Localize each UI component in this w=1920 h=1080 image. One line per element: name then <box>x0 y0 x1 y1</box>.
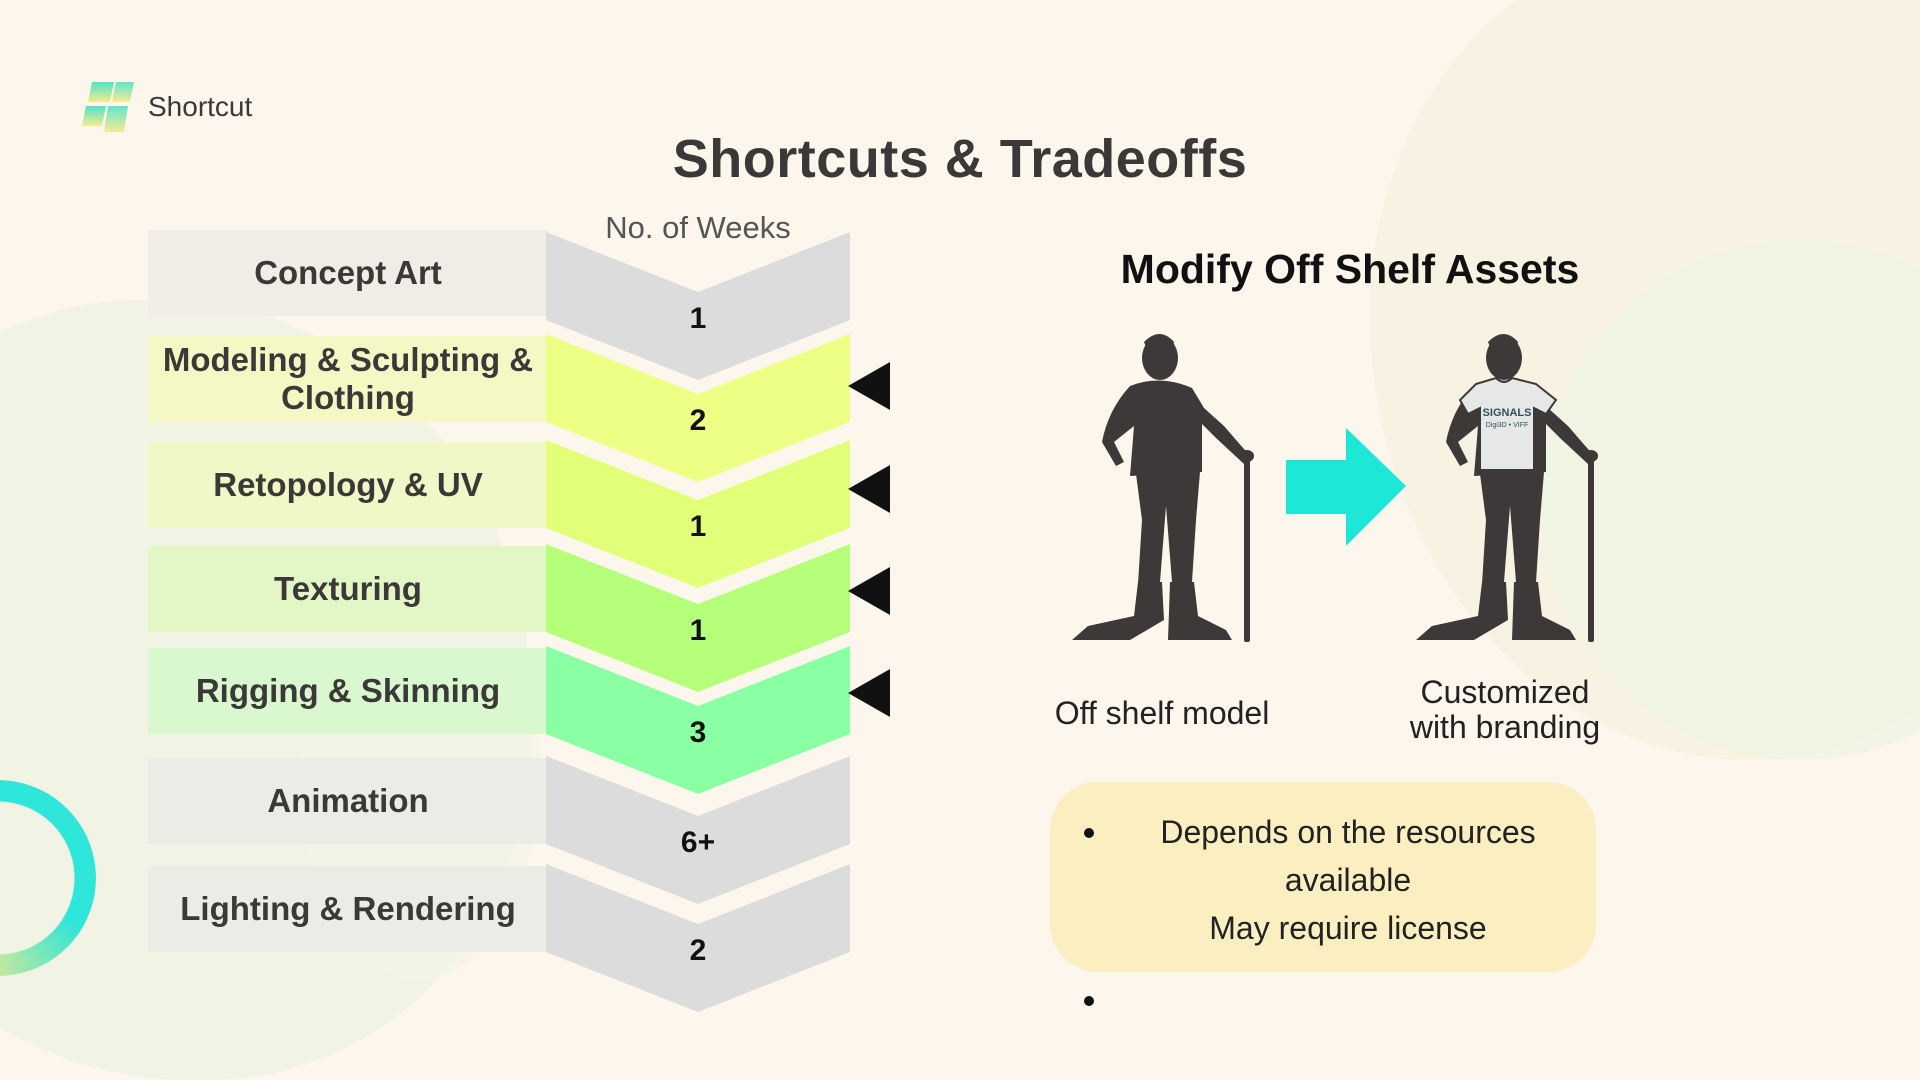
stage-weeks: 2 <box>689 934 707 967</box>
chevron-shape <box>546 646 850 794</box>
left-pointing-triangle-icon <box>848 362 890 410</box>
shortcut-logo-icon <box>82 82 134 132</box>
left-pointing-triangle-icon <box>848 465 890 513</box>
off-shelf-figure-icon <box>1072 334 1254 642</box>
after-caption-line-1: Customized <box>1420 674 1590 710</box>
note-item: May require license <box>1050 904 1596 1006</box>
brand-logo: Shortcut <box>82 80 252 134</box>
brand-name: Shortcut <box>148 91 253 122</box>
chevron-shape <box>546 440 850 588</box>
stage-label: Modeling & Sculpting & Clothing <box>148 336 548 422</box>
note-item: Depends on the resources available <box>1050 808 1596 904</box>
stage-label: Lighting & Rendering <box>148 866 548 952</box>
stage-label: Retopology & UV <box>148 442 548 528</box>
stage-weeks: 1 <box>689 302 707 335</box>
stage-weeks: 1 <box>689 614 707 647</box>
page-title: Shortcuts & Tradeoffs <box>672 129 1248 189</box>
stage-label: Animation <box>148 758 548 844</box>
chevron-shape <box>546 756 850 904</box>
left-pointing-triangle-icon <box>848 669 890 717</box>
notes-box: Depends on the resources available May r… <box>1050 782 1596 1006</box>
customized-figure-icon: SIGNALS Digi3D • VIFF <box>1416 334 1598 642</box>
note-text: Depends on the resources available <box>1160 814 1536 898</box>
tshirt-logo-subtext: Digi3D • VIFF <box>1486 422 1529 429</box>
bullet-icon <box>1084 996 1094 1006</box>
left-pointing-triangle-icon <box>848 567 890 615</box>
stage-weeks: 2 <box>689 404 707 437</box>
before-caption: Off shelf model <box>1054 695 1270 731</box>
stage-label: Concept Art <box>148 230 548 316</box>
stage-label: Rigging & Skinning <box>148 648 548 734</box>
note-text: May require license <box>1209 910 1487 946</box>
weeks-column-header: No. of Weeks <box>605 210 791 245</box>
stage-weeks: 6+ <box>680 826 716 859</box>
stage-weeks: 1 <box>689 510 707 543</box>
section-subtitle: Modify Off Shelf Assets <box>1120 246 1580 292</box>
after-caption-line-2: with branding <box>1409 709 1601 746</box>
chevron-shape <box>546 544 850 692</box>
tshirt-logo-text: SIGNALS <box>1483 407 1532 419</box>
after-caption: Customized with branding <box>1370 674 1640 746</box>
chevron-shape <box>546 864 850 1012</box>
chevron-shape <box>546 334 850 482</box>
chevron-shape <box>546 232 850 380</box>
notes-list: Depends on the resources available May r… <box>1050 808 1596 1006</box>
stage-label: Texturing <box>148 546 548 632</box>
stage-weeks: 3 <box>689 716 707 749</box>
tshirt-shape <box>1458 376 1558 471</box>
right-arrow-icon <box>1286 428 1406 546</box>
bullet-icon <box>1084 828 1094 838</box>
